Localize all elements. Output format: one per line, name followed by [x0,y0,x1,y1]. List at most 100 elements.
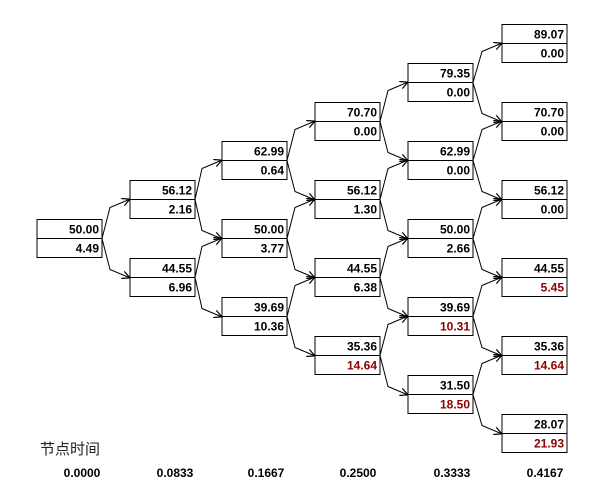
node-option-value: 5.45 [541,281,565,295]
branch-arrow [472,394,501,434]
node-option-value: 10.36 [254,320,284,334]
time-label: 0.3333 [433,466,471,480]
node-price: 50.00 [254,223,284,237]
branch-arrow [472,160,501,200]
tree-node: 89.07 0.00 [501,24,568,63]
tree-node: 62.99 0.00 [407,141,474,180]
branch-arrow [379,277,407,317]
time-label: 0.0000 [63,466,101,480]
node-price: 79.35 [440,67,470,81]
branch-arrow [286,160,314,200]
tree-node: 44.55 6.96 [129,258,196,297]
tree-node: 50.00 3.77 [221,219,288,258]
tree-node: 70.70 0.00 [314,102,381,141]
node-option-value: 6.96 [169,281,193,295]
node-option-value: 10.31 [440,320,470,334]
branch-arrow [472,200,501,239]
node-option-value: 2.16 [169,203,193,217]
node-price: 89.07 [534,28,564,42]
branch-arrow [472,44,501,83]
tree-node: 50.00 4.49 [36,219,103,258]
branch-arrow [101,238,129,278]
time-label: 0.0833 [156,466,194,480]
node-option-value: 1.30 [354,203,378,217]
node-price: 56.12 [347,184,377,198]
node-price: 44.55 [534,262,564,276]
node-price: 62.99 [254,145,284,159]
tree-node: 50.00 2.66 [407,219,474,258]
branch-arrow [379,317,407,356]
tree-node: 56.12 2.16 [129,180,196,219]
branch-arrow [472,238,501,278]
node-price: 44.55 [162,262,192,276]
branch-arrow [472,356,501,395]
branch-arrow [286,200,314,239]
branch-arrow [472,82,501,122]
node-price: 39.69 [254,301,284,315]
branch-arrow [286,238,314,278]
node-price: 39.69 [440,301,470,315]
node-price: 70.70 [534,106,564,120]
branch-arrow [194,199,221,239]
branch-arrow [194,239,221,278]
branch-arrow [379,355,407,395]
tree-node: 79.35 0.00 [407,63,474,102]
branch-arrow [379,161,407,200]
tree-node: 70.70 0.00 [501,102,568,141]
axis-title: 节点时间 [40,440,101,458]
tree-node: 56.12 1.30 [314,180,381,219]
branch-arrow [286,122,314,161]
node-price: 35.36 [534,340,564,354]
branch-arrow [472,122,501,161]
node-option-value: 4.49 [76,242,100,256]
tree-node: 35.36 14.64 [314,336,381,375]
node-price: 31.50 [440,379,470,393]
node-price: 50.00 [440,223,470,237]
node-price: 50.00 [69,223,99,237]
node-option-value: 3.77 [261,242,285,256]
time-label: 0.1667 [247,466,285,480]
tree-node: 56.12 0.00 [501,180,568,219]
branch-arrow [472,278,501,317]
node-option-value: 14.64 [534,359,564,373]
branch-arrow [379,239,407,278]
node-price: 62.99 [440,145,470,159]
node-price: 70.70 [347,106,377,120]
node-option-value: 0.00 [541,203,565,217]
node-option-value: 14.64 [347,359,377,373]
node-option-value: 21.93 [534,437,564,451]
node-option-value: 0.64 [261,164,285,178]
node-option-value: 2.66 [447,242,471,256]
tree-node: 28.07 21.93 [501,414,568,453]
time-label: 0.2500 [339,466,377,480]
branch-arrow [379,199,407,239]
branch-arrow [379,121,407,161]
tree-node: 35.36 14.64 [501,336,568,375]
branch-arrow [379,83,407,122]
branch-arrow [286,316,314,356]
branch-arrow [101,200,129,239]
branch-arrow [286,278,314,317]
branch-arrow [472,316,501,356]
branch-arrow [194,161,221,200]
tree-node: 44.55 6.38 [314,258,381,297]
node-option-value: 0.00 [447,86,471,100]
tree-node: 39.69 10.31 [407,297,474,336]
node-price: 56.12 [162,184,192,198]
tree-edges [101,44,501,434]
tree-node: 39.69 10.36 [221,297,288,336]
node-option-value: 0.00 [541,47,565,61]
tree-node: 62.99 0.64 [221,141,288,180]
tree-nodes: 50.00 4.49 56.12 2.16 44.55 6.96 62.99 0.64 50.0… [36,24,568,453]
node-option-value: 0.00 [447,164,471,178]
tree-node: 44.55 5.45 [501,258,568,297]
node-price: 56.12 [534,184,564,198]
tree-node: 31.50 18.50 [407,375,474,414]
node-option-value: 0.00 [541,125,565,139]
time-label: 0.4167 [526,466,564,480]
branch-arrow [194,277,221,317]
node-option-value: 0.00 [354,125,378,139]
node-price: 44.55 [347,262,377,276]
node-price: 35.36 [347,340,377,354]
